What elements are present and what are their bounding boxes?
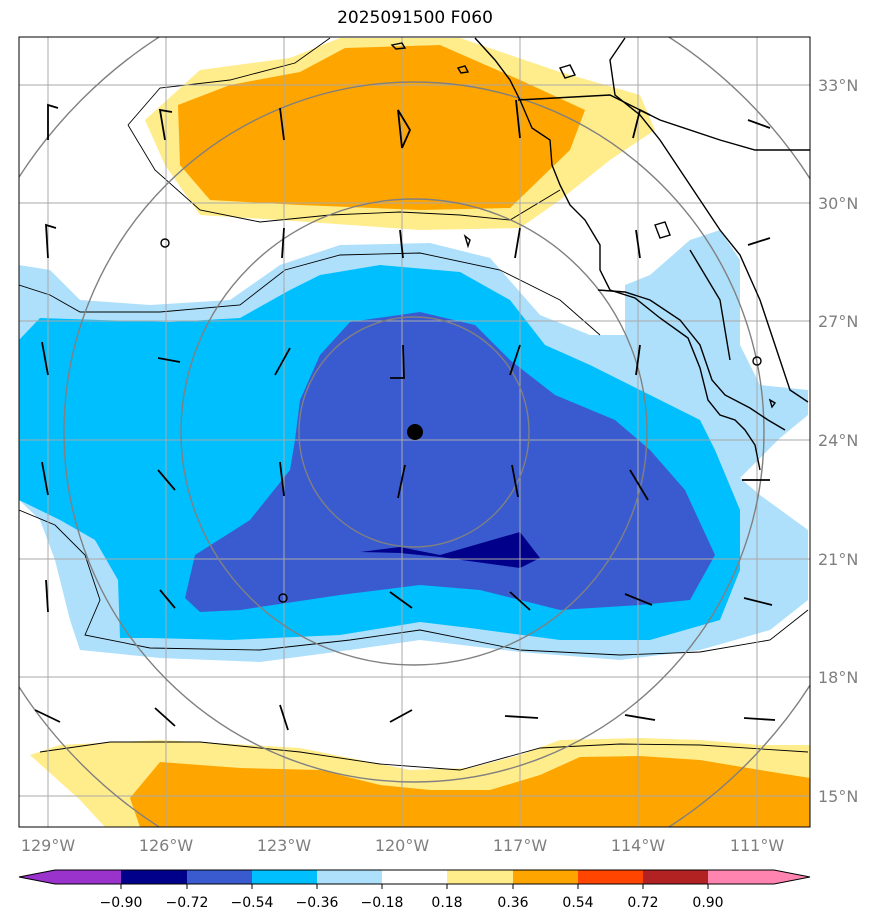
colorbar-swatch-4	[317, 870, 382, 884]
colorbar-swatch-5	[382, 870, 447, 884]
lat-label-33n: 33°N	[818, 76, 858, 95]
lon-label-126w: 126°W	[139, 836, 194, 855]
lat-labels: 33°N 30°N 27°N 24°N 21°N 18°N 15°N	[818, 76, 858, 806]
lon-label-117w: 117°W	[493, 836, 548, 855]
colorbar-label-3: −0.36	[296, 895, 339, 911]
colorbar-label-0: −0.90	[100, 895, 143, 911]
colorbar-label-8: 0.72	[627, 895, 658, 911]
colorbar-extend-high	[774, 870, 810, 884]
map-frame	[18, 36, 811, 828]
colorbar-swatch-6	[447, 870, 513, 884]
lon-label-129w: 129°W	[21, 836, 76, 855]
colorbar-label-7: 0.54	[562, 895, 593, 911]
lat-label-27n: 27°N	[818, 312, 858, 331]
neg-deep	[185, 312, 715, 612]
storm-center-marker	[407, 424, 423, 440]
colorbar-swatch-10	[708, 870, 774, 884]
lon-label-114w: 114°W	[611, 836, 666, 855]
colorbar-label-5: 0.18	[431, 895, 462, 911]
colorbar-swatch-2	[187, 870, 252, 884]
colorbar-label-6: 0.36	[497, 895, 528, 911]
neg-light-coast	[625, 265, 790, 430]
lat-label-18n: 18°N	[818, 668, 858, 687]
colorbar-swatch-0	[55, 870, 121, 884]
lon-label-111w: 111°W	[730, 836, 785, 855]
south-positive-core	[130, 756, 810, 827]
wind-barbs	[34, 99, 776, 731]
range-rings	[19, 37, 810, 827]
map-title: 2025091500 F060	[337, 8, 493, 28]
lat-label-15n: 15°N	[818, 787, 858, 806]
lon-label-123w: 123°W	[257, 836, 312, 855]
colorbar: −0.90 −0.72 −0.54 −0.36 −0.18 0.18 0.36 …	[18, 869, 811, 911]
lon-labels: 129°W 126°W 123°W 120°W 117°W 114°W 111°…	[21, 836, 785, 855]
coastline	[160, 37, 810, 603]
north-positive-core	[178, 45, 585, 210]
lat-label-30n: 30°N	[818, 194, 858, 213]
colorbar-extend-low	[19, 870, 55, 884]
lat-label-21n: 21°N	[818, 550, 858, 569]
colorbar-label-2: −0.54	[231, 895, 274, 911]
colorbar-label-1: −0.72	[166, 895, 209, 911]
lon-label-120w: 120°W	[375, 836, 430, 855]
colorbar-swatch-3	[252, 870, 317, 884]
anomaly-field	[19, 37, 810, 827]
lat-label-24n: 24°N	[818, 431, 858, 450]
colorbar-swatch-1	[121, 870, 187, 884]
colorbar-label-4: −0.18	[361, 895, 404, 911]
colorbar-swatch-8	[578, 870, 643, 884]
colorbar-swatch-9	[643, 870, 708, 884]
colorbar-swatch-7	[513, 870, 578, 884]
colorbar-label-9: 0.90	[692, 895, 723, 911]
